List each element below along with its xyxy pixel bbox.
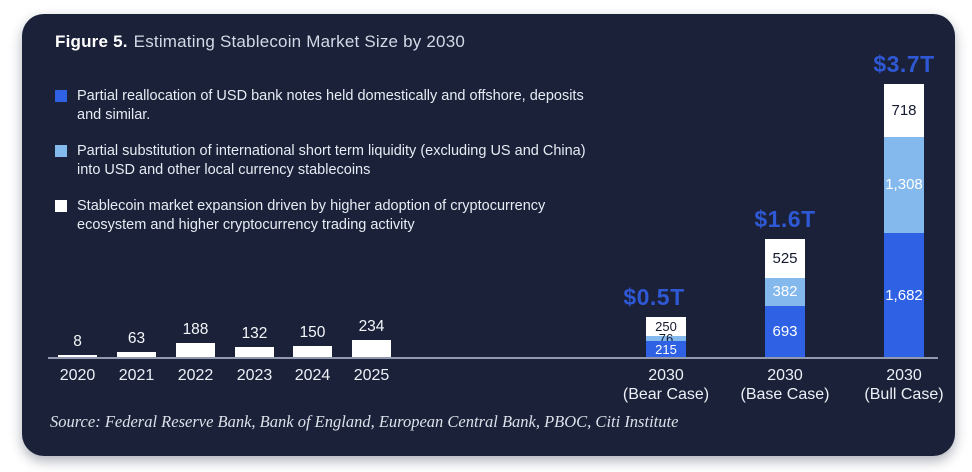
bar-2030--bull-case: 1,682 1,308 718 — [884, 83, 924, 357]
figure-title-text: Estimating Stablecoin Market Size by 203… — [133, 32, 466, 51]
bar-segment-white — [176, 343, 215, 357]
segment-value-label: 215 — [655, 341, 677, 357]
x-axis-label: 2030 (Base Case) — [740, 367, 830, 403]
segment-value-label: 693 — [772, 322, 798, 340]
scenario-total-label: $1.6T — [754, 206, 816, 233]
legend-item-stablecoin-market-expansion: Stablecoin market expansion driven by hi… — [55, 197, 586, 235]
bar-segment-white: 718 — [884, 83, 924, 137]
segment-value-label: 718 — [891, 101, 917, 119]
bar-segment-white — [235, 347, 274, 357]
segment-value-label: 250 — [655, 318, 677, 334]
figure-card: Figure 5. Estimating Stablecoin Market Si… — [22, 14, 955, 456]
scenario-total-label: $0.5T — [623, 284, 685, 311]
bar-value-label: 132 — [241, 325, 268, 343]
segment-value-label: 1,308 — [885, 176, 923, 194]
bar-2025 — [352, 339, 391, 357]
bar-value-label: 150 — [299, 323, 326, 341]
figure-title: Figure 5. Estimating Stablecoin Market Si… — [55, 32, 465, 52]
scenario-total-label: $3.7T — [873, 50, 935, 77]
bar-segment-white — [352, 339, 391, 357]
bar-2023 — [235, 347, 274, 357]
bar-2021 — [117, 352, 156, 357]
x-axis-label: 2022 — [177, 367, 214, 384]
bar-segment-white — [58, 355, 97, 357]
legend-item-partial-substitution-international-liquidity: Partial substitution of international sh… — [55, 142, 586, 180]
bar-value-label: 8 — [73, 333, 82, 350]
bar-segment-white — [117, 352, 156, 357]
segment-value-label: 382 — [772, 283, 798, 301]
legend: Partial reallocation of USD bank notes h… — [55, 87, 586, 252]
bar-segment-sky: 382 — [765, 277, 805, 306]
bar-segment-white: 525 — [765, 239, 805, 278]
segment-value-label: 525 — [772, 249, 798, 267]
x-axis-label: 2024 — [294, 367, 331, 384]
bar-segment-royal: 1,682 — [884, 233, 924, 357]
x-axis-line — [48, 357, 938, 359]
x-axis-label: 2030 (Bear Case) — [622, 367, 710, 403]
bar-segment-white — [293, 345, 332, 357]
segment-value-label: 1,682 — [885, 286, 923, 304]
x-axis-label: 2021 — [118, 367, 155, 384]
bar-value-label: 188 — [182, 321, 209, 339]
bar-2022 — [176, 343, 215, 357]
bar-2020 — [58, 355, 97, 357]
source-note: Source: Federal Reserve Bank, Bank of En… — [50, 412, 679, 431]
legend-swatch-icon — [55, 145, 67, 157]
legend-label: Stablecoin market expansion driven by hi… — [77, 198, 546, 233]
legend-label: Partial substitution of international sh… — [77, 143, 586, 178]
x-axis-label: 2025 — [353, 367, 390, 384]
bar-segment-white: 250 — [646, 317, 686, 336]
chart-area: 8 2020 63 2021 188 2022 132 2023 150 2024 234 2025 2… — [22, 14, 955, 456]
legend-label: Partial reallocation of USD bank notes h… — [77, 88, 584, 123]
bar-2030--base-case: 693 382 525 — [765, 239, 805, 357]
x-axis-label: 2020 — [59, 367, 96, 384]
x-axis-label: 2023 — [236, 367, 273, 384]
figure-number: Figure 5. — [55, 32, 128, 51]
legend-item-partial-reallocation-usd-bank-notes: Partial reallocation of USD bank notes h… — [55, 87, 586, 125]
bar-segment-royal: 693 — [765, 305, 805, 357]
bar-2024 — [293, 345, 332, 357]
bar-2030--bear-case: 215 76 250 — [646, 317, 686, 357]
bar-segment-royal: 215 — [646, 341, 686, 357]
bar-value-label: 234 — [358, 317, 385, 335]
x-axis-label: 2030 (Bull Case) — [864, 367, 944, 403]
bar-value-label: 63 — [127, 330, 146, 348]
bar-segment-sky: 1,308 — [884, 136, 924, 234]
legend-swatch-icon — [55, 200, 67, 212]
legend-swatch-icon — [55, 90, 67, 102]
